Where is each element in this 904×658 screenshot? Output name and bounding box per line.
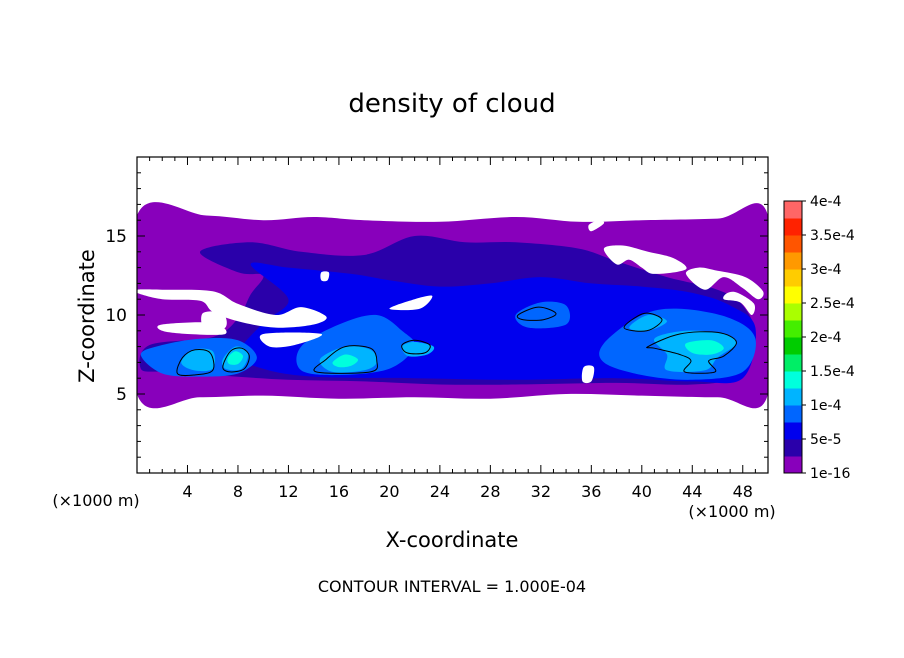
plot-area — [136, 156, 769, 474]
x-tick-label: 44 — [682, 482, 702, 501]
clear-air-gap — [320, 271, 330, 282]
colorbar-label: 2.5e-4 — [810, 296, 855, 312]
y-tick-label: 15 — [105, 227, 127, 247]
clear-air-gap — [389, 295, 433, 311]
colorbar: 1e-16 5e-5 1e-4 1.5e-4 2e-4 2.5e-4 3e-4 3.5e-4 4… — [783, 194, 855, 482]
colorbar-swatch — [784, 388, 802, 406]
colorbar-label: 1e-4 — [810, 398, 842, 414]
clear-air-gap — [723, 291, 756, 316]
clear-air-gap — [588, 220, 605, 232]
x-tick-label: 48 — [733, 482, 753, 501]
colorbar-swatch — [784, 354, 802, 372]
colorbar-swatch — [784, 456, 802, 474]
x-tick-label: 20 — [379, 482, 399, 501]
colorbar-label: 1e-16 — [810, 466, 850, 482]
colorbar-swatch — [784, 269, 802, 287]
clear-air-gap — [581, 365, 595, 384]
colorbar-label: 5e-5 — [810, 432, 841, 448]
contour-line — [516, 306, 557, 321]
x-tick-label: 40 — [632, 482, 652, 501]
y-unit-label: (×1000 m) — [52, 491, 139, 510]
density-region-cyan — [227, 351, 244, 365]
colorbar-label: 3e-4 — [810, 262, 842, 278]
colorbar-swatch — [784, 371, 802, 389]
contour-line — [401, 339, 431, 355]
x-tick-label: 8 — [233, 482, 243, 501]
density-region-cyan — [685, 340, 724, 355]
density-region-sky — [629, 314, 667, 332]
y-axis: 5 10 15 — [105, 172, 768, 458]
contour-interval-note: CONTOUR INTERVAL = 1.000E-04 — [318, 577, 586, 596]
colorbar-label: 2e-4 — [810, 330, 842, 346]
colorbar-label: 3.5e-4 — [810, 228, 855, 244]
x-tick-label: 4 — [182, 482, 192, 501]
y-axis-label: Z-coordinate — [75, 249, 99, 383]
contour-line — [176, 348, 215, 377]
colorbar-swatch — [784, 235, 802, 253]
x-axis: 4 8 12 16 20 24 28 32 36 40 44 48 — [149, 157, 756, 501]
y-tick-label: 5 — [116, 385, 127, 405]
clear-air-gap — [603, 245, 687, 274]
density-region-blue-3 — [515, 301, 571, 329]
colorbar-swatch — [784, 201, 802, 219]
density-region-cyan — [332, 354, 359, 368]
x-tick-label: 36 — [581, 482, 601, 501]
x-tick-label: 12 — [278, 482, 298, 501]
contour-line — [646, 331, 737, 374]
clear-air-gap — [137, 289, 327, 328]
clear-air-gap — [157, 322, 227, 335]
colorbar-label: 1.5e-4 — [810, 364, 855, 380]
clear-air-gap — [685, 267, 764, 300]
colorbar-swatch — [784, 252, 802, 270]
colorbar-swatch — [784, 439, 802, 457]
x-tick-label: 28 — [480, 482, 500, 501]
clear-air-gap — [259, 332, 323, 348]
x-unit-label: (×1000 m) — [688, 502, 775, 521]
colorbar-swatch — [784, 337, 802, 355]
contour-line — [313, 345, 378, 374]
density-region-sky — [181, 348, 216, 372]
contour-line — [623, 312, 663, 332]
colorbar-swatch — [784, 320, 802, 338]
colorbar-label: 4e-4 — [810, 194, 842, 210]
colorbar-swatch — [784, 303, 802, 321]
colorbar-swatch — [784, 422, 802, 440]
colorbar-swatch — [784, 405, 802, 423]
contour-line — [222, 347, 250, 373]
colorbar-swatch — [784, 218, 802, 236]
x-tick-label: 24 — [430, 482, 450, 501]
chart-title: density of cloud — [348, 89, 555, 119]
density-region-sky — [401, 341, 435, 357]
x-axis-label: X-coordinate — [386, 528, 519, 552]
x-tick-label: 16 — [329, 482, 349, 501]
x-tick-label: 32 — [531, 482, 551, 501]
colorbar-swatch — [784, 286, 802, 304]
y-tick-label: 10 — [105, 306, 127, 326]
